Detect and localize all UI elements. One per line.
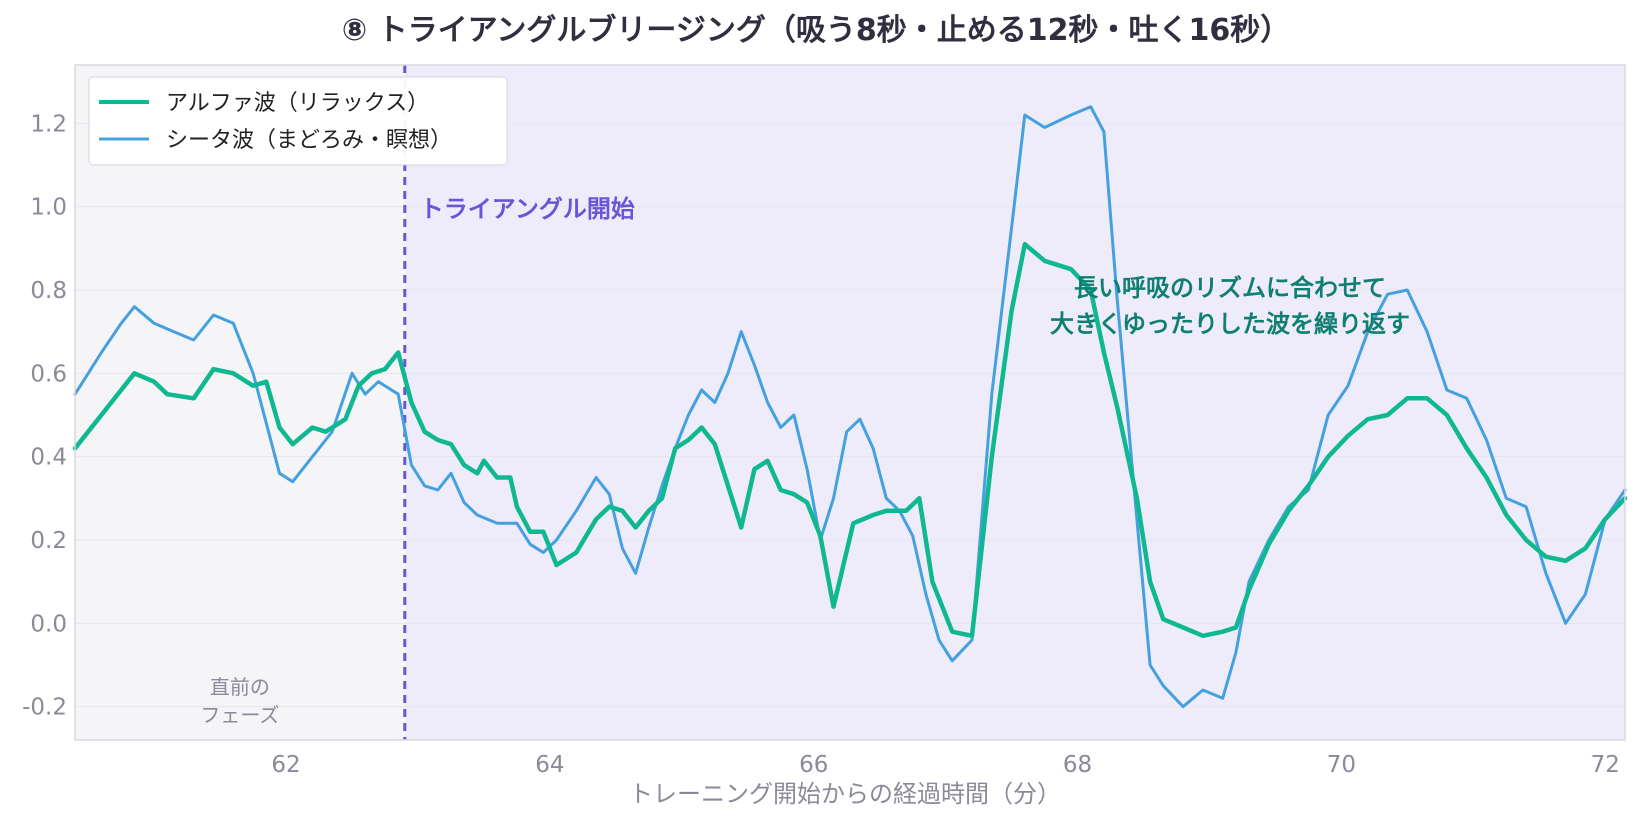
y-tick-label: 0.6 <box>30 361 67 387</box>
series-lines <box>72 105 1628 709</box>
x-tick-label: 70 <box>1327 752 1356 778</box>
plot-frame <box>74 64 1626 741</box>
note-line2: 大きくゆったりした波を繰り返す <box>1050 310 1410 338</box>
y-tick-label: 0.2 <box>30 528 67 554</box>
legend-box <box>88 76 508 166</box>
previous-phase-label-line1: 直前の <box>210 675 270 699</box>
legend-theta-label: シータ波（まどろみ・瞑想） <box>166 128 452 153</box>
x-tick-label: 62 <box>271 752 300 778</box>
previous-phase-label-line2: フェーズ <box>200 703 279 727</box>
chart-title: ⑧ トライアングルブリージング（吸う8秒・止める12秒・吐く16秒） <box>342 13 1290 48</box>
y-tick-label: 0.4 <box>30 445 67 471</box>
y-tick-label: 1.0 <box>30 195 67 221</box>
triangle-phase-region <box>404 65 1625 740</box>
axis-ticks: -0.2 0.0 0.2 0.4 0.6 0.8 1.0 1.2 62 64 66 68 70 72 <box>22 111 1620 778</box>
theta-wave-line <box>73 105 1627 709</box>
triangle-start-label: トライアングル開始 <box>420 195 635 223</box>
legend: アルファ波（リラックス） シータ波（まどろみ・瞑想） <box>88 76 508 166</box>
y-tick-label: 0.8 <box>30 278 67 304</box>
previous-phase-region <box>75 65 405 740</box>
x-tick-label: 68 <box>1063 752 1092 778</box>
x-tick-label: 72 <box>1591 752 1620 778</box>
x-tick-label: 64 <box>535 752 564 778</box>
x-axis-label: トレーニング開始からの経過時間（分） <box>629 780 1061 808</box>
y-tick-label: 1.2 <box>30 111 67 137</box>
alpha-wave-line <box>72 241 1628 639</box>
legend-alpha-label: アルファ波（リラックス） <box>166 91 429 116</box>
note-line1: 長い呼吸のリズムに合わせて <box>1074 274 1386 302</box>
x-tick-label: 66 <box>799 752 828 778</box>
y-tick-label: 0.0 <box>30 611 67 637</box>
y-tick-label: -0.2 <box>22 695 67 721</box>
